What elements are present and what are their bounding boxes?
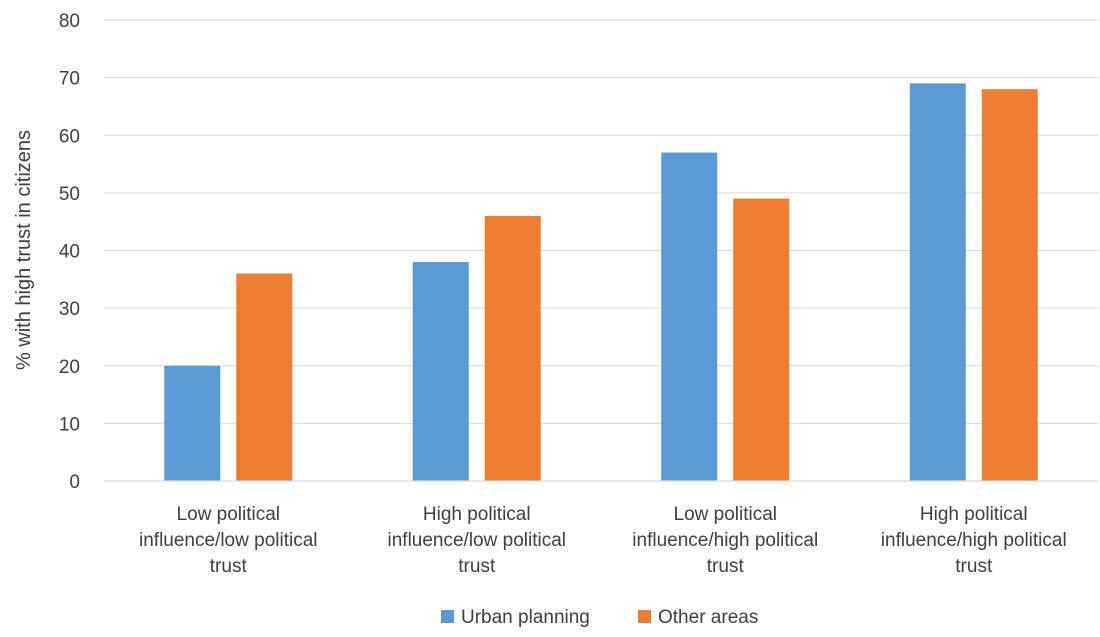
bar-other-areas [236, 273, 293, 481]
legend-label: Urban planning [461, 607, 590, 628]
bar-urban-planning [164, 365, 221, 481]
y-axis-ticks: 0 10 20 30 40 50 60 70 80 [59, 11, 80, 493]
y-tick-label: 30 [59, 299, 80, 320]
y-axis-title: % with high trust in citizens [13, 130, 35, 370]
bar-urban-planning [661, 152, 718, 481]
y-tick-label: 40 [59, 242, 80, 263]
bars [164, 83, 1038, 482]
bar-other-areas [484, 215, 541, 482]
y-tick-label: 0 [69, 472, 80, 493]
x-category-label: High political influence/high political tr… [881, 504, 1067, 577]
x-category-label: High political influence/low political tru… [388, 504, 567, 577]
legend-swatch [441, 610, 454, 623]
y-tick-label: 70 [59, 69, 80, 90]
x-axis-categories: Low political influence/low political trus… [139, 504, 1067, 577]
legend-label: Other areas [658, 607, 758, 628]
bar-urban-planning [412, 262, 469, 481]
bar-urban-planning [909, 83, 966, 481]
y-tick-label: 20 [59, 357, 80, 378]
y-tick-label: 80 [59, 11, 80, 32]
legend: Urban planning Other areas [441, 607, 758, 628]
y-tick-label: 10 [59, 414, 80, 435]
x-category-label: Low political influence/high political tru… [632, 504, 818, 577]
bar-other-areas [981, 89, 1038, 482]
legend-swatch [638, 610, 651, 623]
y-tick-label: 60 [59, 126, 80, 147]
y-tick-label: 50 [59, 184, 80, 205]
bar-other-areas [733, 198, 790, 481]
x-category-label: Low political influence/low political trus… [139, 504, 318, 577]
